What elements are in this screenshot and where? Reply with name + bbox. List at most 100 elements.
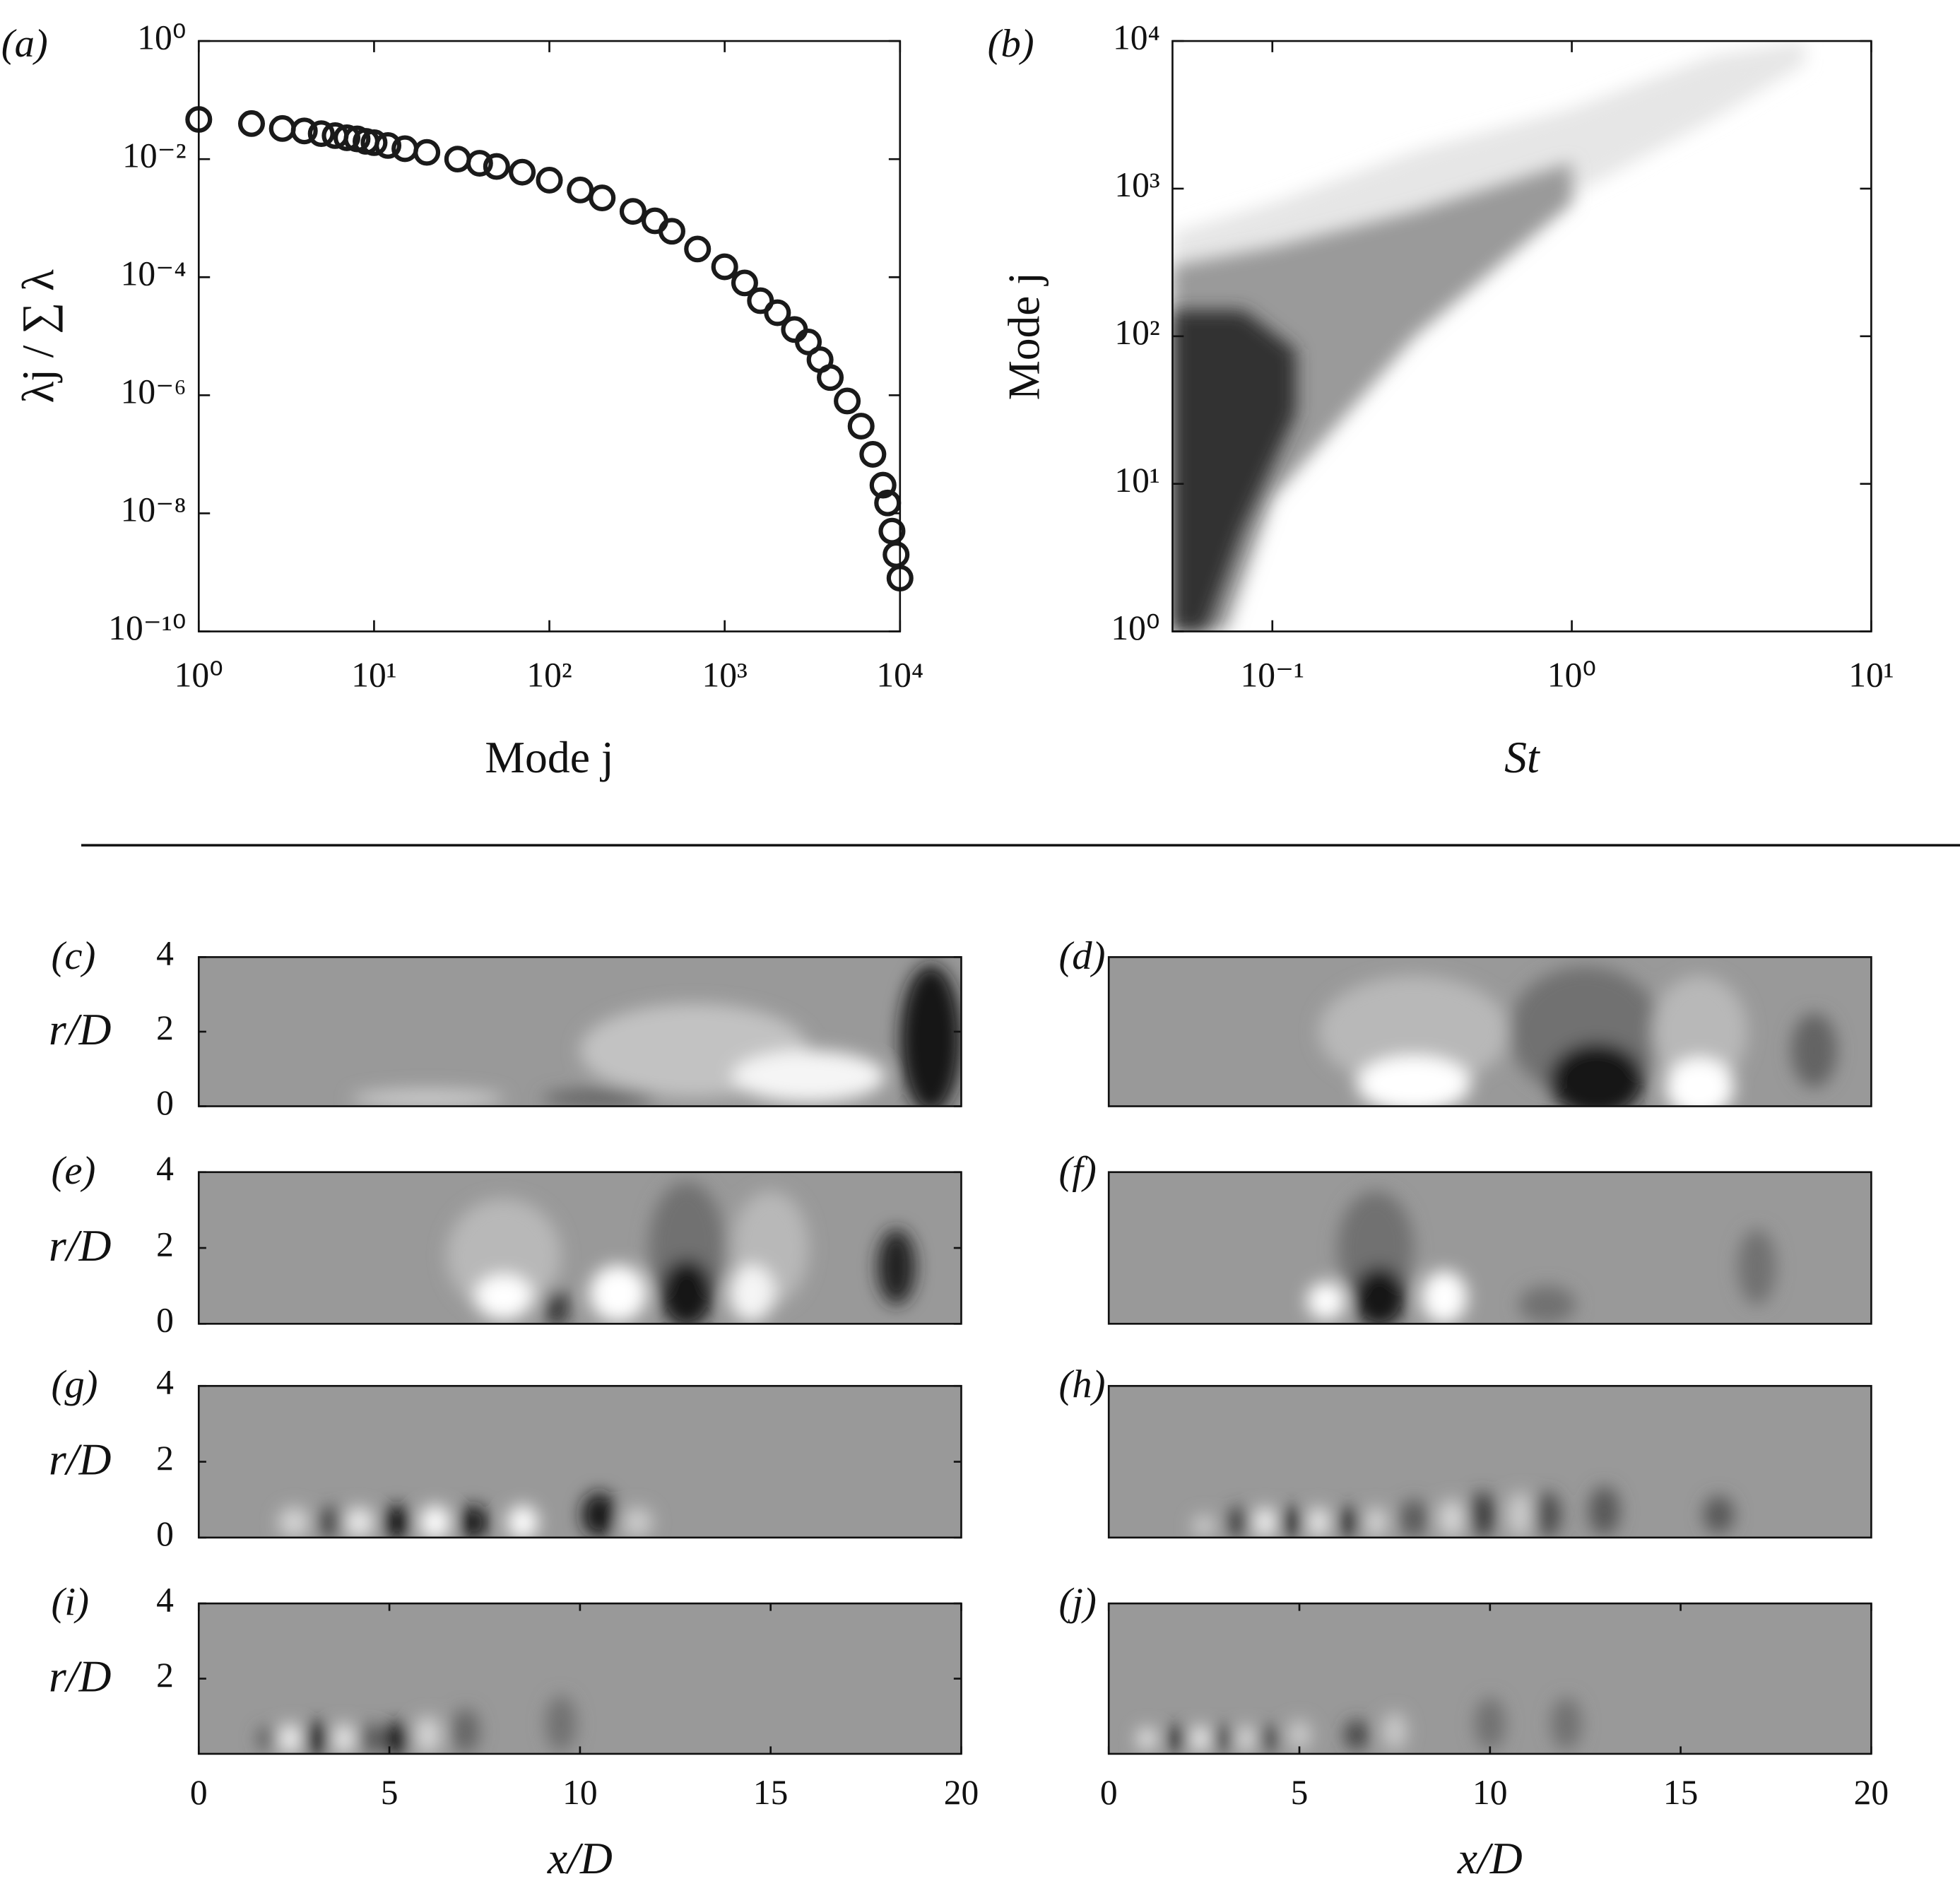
y-axis-label: Mode j (998, 272, 1049, 400)
contours (1306, 1191, 1776, 1324)
contours (1137, 1697, 1582, 1752)
y-tick-label: 0 (156, 1301, 174, 1340)
eigenvalue-marker (466, 150, 493, 177)
y-tick-label: 2 (156, 1008, 174, 1047)
mode-blob (382, 1505, 413, 1538)
y-tick-label: 10⁴ (1113, 18, 1160, 57)
mode-blob (1259, 1726, 1279, 1752)
frame (197, 40, 902, 632)
panel: (d) (1058, 934, 1872, 1107)
contours (1192, 1486, 1735, 1538)
eigenvalue-marker (290, 117, 318, 145)
background (199, 1386, 962, 1538)
mode-blob (383, 1721, 411, 1754)
x-tick-label: 0 (1100, 1773, 1118, 1812)
y-axis-label: r/D (49, 1434, 111, 1485)
panel-label: (c) (52, 934, 96, 978)
eigenvalue-marker (869, 471, 897, 499)
mode-blob (358, 1724, 382, 1754)
y-tick-label: 4 (156, 1363, 174, 1402)
mode-blob (1318, 975, 1509, 1088)
x-axis-label: St (1504, 732, 1540, 782)
mode-blob (278, 1724, 302, 1754)
panel: 0 2 4 (g) r/D (49, 1363, 962, 1553)
panel-label: (e) (52, 1149, 96, 1193)
mode-blob (1213, 1726, 1233, 1752)
mode-blob (1306, 1507, 1330, 1538)
panel-label: (h) (1058, 1363, 1105, 1407)
frame (1107, 1171, 1872, 1325)
y-tick-label: 10³ (1114, 165, 1159, 204)
panel-label: (b) (988, 22, 1034, 66)
eigenvalue-marker (413, 139, 441, 166)
eigenvalue-marker (444, 146, 471, 173)
mode-blob (1703, 1495, 1735, 1534)
mode-blob (1352, 1266, 1407, 1324)
background (199, 1172, 962, 1324)
y-tick-label: 10⁻⁶ (121, 372, 187, 411)
x-axis-label: x/D (547, 1833, 613, 1883)
mode-blob (541, 1089, 656, 1107)
panel-label: (j) (1058, 1581, 1096, 1625)
y-tick-label: 4 (156, 934, 174, 973)
plot-area (1109, 1386, 1872, 1538)
mode-blob (1280, 1507, 1304, 1538)
x-axis-label: x/D (1457, 1833, 1523, 1883)
panel-label: (i) (52, 1581, 89, 1625)
eigenvalue-marker (817, 364, 844, 391)
mode-blob (317, 1507, 348, 1538)
plot-area (199, 957, 962, 1107)
eigenvalue-marker (882, 541, 910, 568)
eigenvalue-marker (658, 218, 685, 245)
eigenvalue-marker (834, 387, 861, 415)
eigenvalue-marker (874, 489, 902, 517)
panel: 0 5 10 15 20 2 4 (i) r/D x/D (49, 1581, 979, 1884)
x-tick-label: 0 (190, 1773, 208, 1812)
x-tick-label: 10¹ (1848, 656, 1894, 695)
contours (257, 1695, 577, 1754)
y-tick-label: 10⁻¹⁰ (108, 608, 186, 647)
y-tick-label: 10⁻⁸ (121, 490, 187, 529)
y-tick-label: 2 (156, 1656, 174, 1695)
mode-blob (545, 1695, 577, 1752)
mode-blob (1383, 1712, 1407, 1750)
eigenvalue-marker (374, 131, 402, 159)
x-tick-label: 10 (1472, 1773, 1508, 1812)
x-tick-label: 10² (526, 656, 572, 695)
mode-blob (877, 1229, 916, 1305)
plot-area (1109, 1172, 1872, 1324)
eigenvalue-marker (684, 235, 712, 263)
plot-area (199, 1386, 962, 1538)
panel-label: (g) (52, 1363, 98, 1407)
mode-blob (1192, 1514, 1216, 1538)
mode-blob (1507, 1492, 1534, 1538)
panel-label: (f) (1058, 1149, 1096, 1193)
mode-blob (475, 1274, 533, 1320)
mode-blob (1475, 1697, 1506, 1750)
mode-blob (1167, 1726, 1187, 1752)
x-tick-label: 20 (1854, 1773, 1889, 1812)
y-tick-label: 10² (1114, 313, 1159, 352)
mode-blob (660, 1259, 714, 1324)
eigenvalue-marker (509, 158, 536, 186)
mode-blob (1737, 1229, 1776, 1305)
mode-blob (1551, 1697, 1582, 1750)
mode-blob (1665, 1057, 1735, 1107)
frame (1107, 956, 1872, 1107)
mode-blob (420, 1505, 451, 1538)
x-tick-label: 15 (1663, 1773, 1699, 1812)
eigenvalue-marker (847, 413, 875, 440)
spectrum-region (1172, 41, 1805, 632)
mode-blob (1227, 1507, 1250, 1538)
y-axis-label: r/D (49, 1220, 111, 1271)
eigenvalue-marker (781, 316, 808, 343)
x-tick-label: 10⁰ (1547, 656, 1596, 695)
panel: 0 2 4 (e) r/D (49, 1149, 962, 1340)
mode-blob (414, 1716, 441, 1754)
y-axis-label: λj / ∑ λ (13, 269, 63, 403)
panel: (f) (1058, 1149, 1872, 1325)
y-tick-label: 4 (156, 1581, 174, 1620)
eigenvalue-marker (268, 114, 296, 142)
